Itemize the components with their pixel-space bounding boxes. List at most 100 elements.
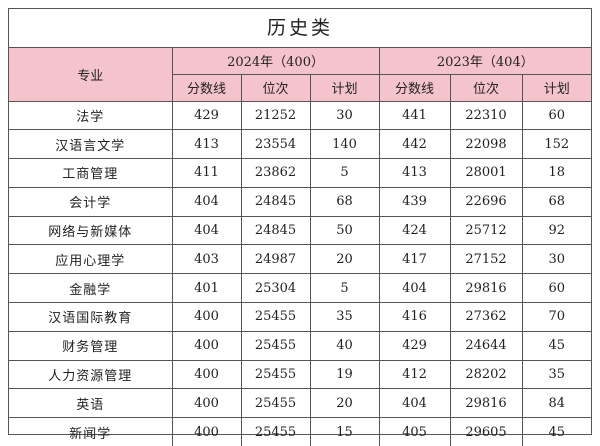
score-2023-cell: 441 <box>378 100 451 131</box>
plan-2024-cell: 35 <box>309 302 380 332</box>
plan-2024-cell: 68 <box>309 186 380 217</box>
plan-2024-cell: 40 <box>309 330 380 361</box>
header-rank-2024: 位次 <box>240 73 311 102</box>
rank-2024-cell: 24845 <box>240 215 311 246</box>
table-row: 会计学 404 24845 68 439 22696 68 <box>9 186 592 217</box>
score-2023-cell: 429 <box>378 330 451 361</box>
score-2024-cell: 401 <box>171 273 242 304</box>
plan-2023-cell: 45 <box>521 330 592 361</box>
rank-2024-cell: 25304 <box>240 273 311 304</box>
major-cell: 汉语言文学 <box>9 129 173 160</box>
table-row: 网络与新媒体 404 24845 50 424 25712 92 <box>9 215 592 246</box>
rank-2023-cell: 29816 <box>449 273 523 304</box>
header-major: 专业 <box>9 48 173 102</box>
header-score-2024: 分数线 <box>172 73 242 102</box>
score-2023-cell: 405 <box>378 417 451 446</box>
plan-2024-cell: 140 <box>309 129 380 160</box>
plan-2023-cell: 18 <box>521 158 592 188</box>
score-2024-cell: 400 <box>171 359 242 390</box>
score-2023-cell: 439 <box>378 186 451 217</box>
score-2024-cell: 400 <box>171 388 242 419</box>
major-cell: 英语 <box>9 388 173 419</box>
major-cell: 网络与新媒体 <box>9 215 173 246</box>
header-rank-2023: 位次 <box>449 73 523 102</box>
table-row: 工商管理 411 23862 5 413 28001 18 <box>9 158 592 188</box>
table-row: 汉语言文学 413 23554 140 442 22098 152 <box>9 129 592 160</box>
rank-2024-cell: 23554 <box>240 129 311 160</box>
rank-2024-cell: 25455 <box>240 388 311 419</box>
rank-2023-cell: 22696 <box>449 186 523 217</box>
table-row: 金融学 401 25304 5 404 29816 60 <box>9 273 592 304</box>
plan-2023-cell: 60 <box>521 100 592 131</box>
score-2023-cell: 442 <box>378 129 451 160</box>
rank-2024-cell: 25455 <box>240 359 311 390</box>
rank-2023-cell: 28001 <box>449 158 523 188</box>
score-table-card: 历史类 专业 2024年（400） 2023年（404） 分数线 位次 计划 分… <box>8 8 592 446</box>
score-2023-cell: 417 <box>378 244 451 275</box>
rank-2023-cell: 27362 <box>449 302 523 332</box>
score-2023-cell: 412 <box>378 359 451 390</box>
major-cell: 法学 <box>9 100 173 131</box>
header-year-2024: 2024年（400） <box>171 48 380 75</box>
score-2023-cell: 424 <box>378 215 451 246</box>
table-row: 新闻学 400 25455 15 405 29605 45 <box>9 417 592 446</box>
header-score-2023: 分数线 <box>378 73 451 102</box>
header-plan-2023: 计划 <box>521 73 592 102</box>
header-plan-2024: 计划 <box>309 73 380 102</box>
plan-2023-cell: 70 <box>521 302 592 332</box>
rank-2023-cell: 24644 <box>449 330 523 361</box>
score-2024-cell: 400 <box>171 417 242 446</box>
table-row: 汉语国际教育 400 25455 35 416 27362 70 <box>9 302 592 332</box>
plan-2024-cell: 30 <box>309 100 380 131</box>
rank-2023-cell: 27152 <box>449 244 523 275</box>
plan-2024-cell: 15 <box>309 417 380 446</box>
plan-2024-cell: 5 <box>309 158 380 188</box>
plan-2023-cell: 92 <box>521 215 592 246</box>
table-row: 英语 400 25455 20 404 29816 84 <box>9 388 592 419</box>
plan-2024-cell: 19 <box>309 359 380 390</box>
major-cell: 应用心理学 <box>9 244 173 275</box>
rank-2024-cell: 25455 <box>240 302 311 332</box>
score-2024-cell: 404 <box>171 215 242 246</box>
rank-2024-cell: 23862 <box>240 158 311 188</box>
plan-2023-cell: 35 <box>521 359 592 390</box>
rank-2024-cell: 24987 <box>240 244 311 275</box>
rank-2023-cell: 29605 <box>449 417 523 446</box>
table-row: 法学 429 21252 30 441 22310 60 <box>9 100 592 131</box>
rank-2024-cell: 25455 <box>240 417 311 446</box>
rank-2023-cell: 25712 <box>449 215 523 246</box>
rank-2024-cell: 21252 <box>240 100 311 131</box>
plan-2023-cell: 68 <box>521 186 592 217</box>
major-cell: 人力资源管理 <box>9 359 173 390</box>
table-row: 人力资源管理 400 25455 19 412 28202 35 <box>9 359 592 390</box>
plan-2024-cell: 20 <box>309 244 380 275</box>
major-cell: 会计学 <box>9 186 173 217</box>
score-2024-cell: 429 <box>171 100 242 131</box>
table-title: 历史类 <box>9 9 591 48</box>
plan-2024-cell: 20 <box>309 388 380 419</box>
score-2024-cell: 403 <box>171 244 242 275</box>
score-2023-cell: 404 <box>378 273 451 304</box>
score-2023-cell: 404 <box>378 388 451 419</box>
plan-2023-cell: 152 <box>521 129 592 160</box>
table-row: 应用心理学 403 24987 20 417 27152 30 <box>9 244 592 275</box>
score-2023-cell: 413 <box>378 158 451 188</box>
rank-2023-cell: 22310 <box>449 100 523 131</box>
score-2023-cell: 416 <box>378 302 451 332</box>
major-cell: 财务管理 <box>9 330 173 361</box>
rank-2024-cell: 24845 <box>240 186 311 217</box>
header-year-2023: 2023年（404） <box>378 48 592 75</box>
score-2024-cell: 400 <box>171 302 242 332</box>
table-body: 法学 429 21252 30 441 22310 60 汉语言文学 413 23554 140 44… <box>9 100 592 446</box>
rank-2023-cell: 22098 <box>449 129 523 160</box>
major-cell: 金融学 <box>9 273 173 304</box>
major-cell: 汉语国际教育 <box>9 302 173 332</box>
score-table: 专业 2024年（400） 2023年（404） 分数线 位次 计划 分数线 位… <box>9 48 592 446</box>
score-2024-cell: 413 <box>171 129 242 160</box>
major-cell: 工商管理 <box>9 158 173 188</box>
plan-2023-cell: 45 <box>521 417 592 446</box>
plan-2023-cell: 84 <box>521 388 592 419</box>
plan-2023-cell: 30 <box>521 244 592 275</box>
score-2024-cell: 400 <box>171 330 242 361</box>
rank-2023-cell: 28202 <box>449 359 523 390</box>
